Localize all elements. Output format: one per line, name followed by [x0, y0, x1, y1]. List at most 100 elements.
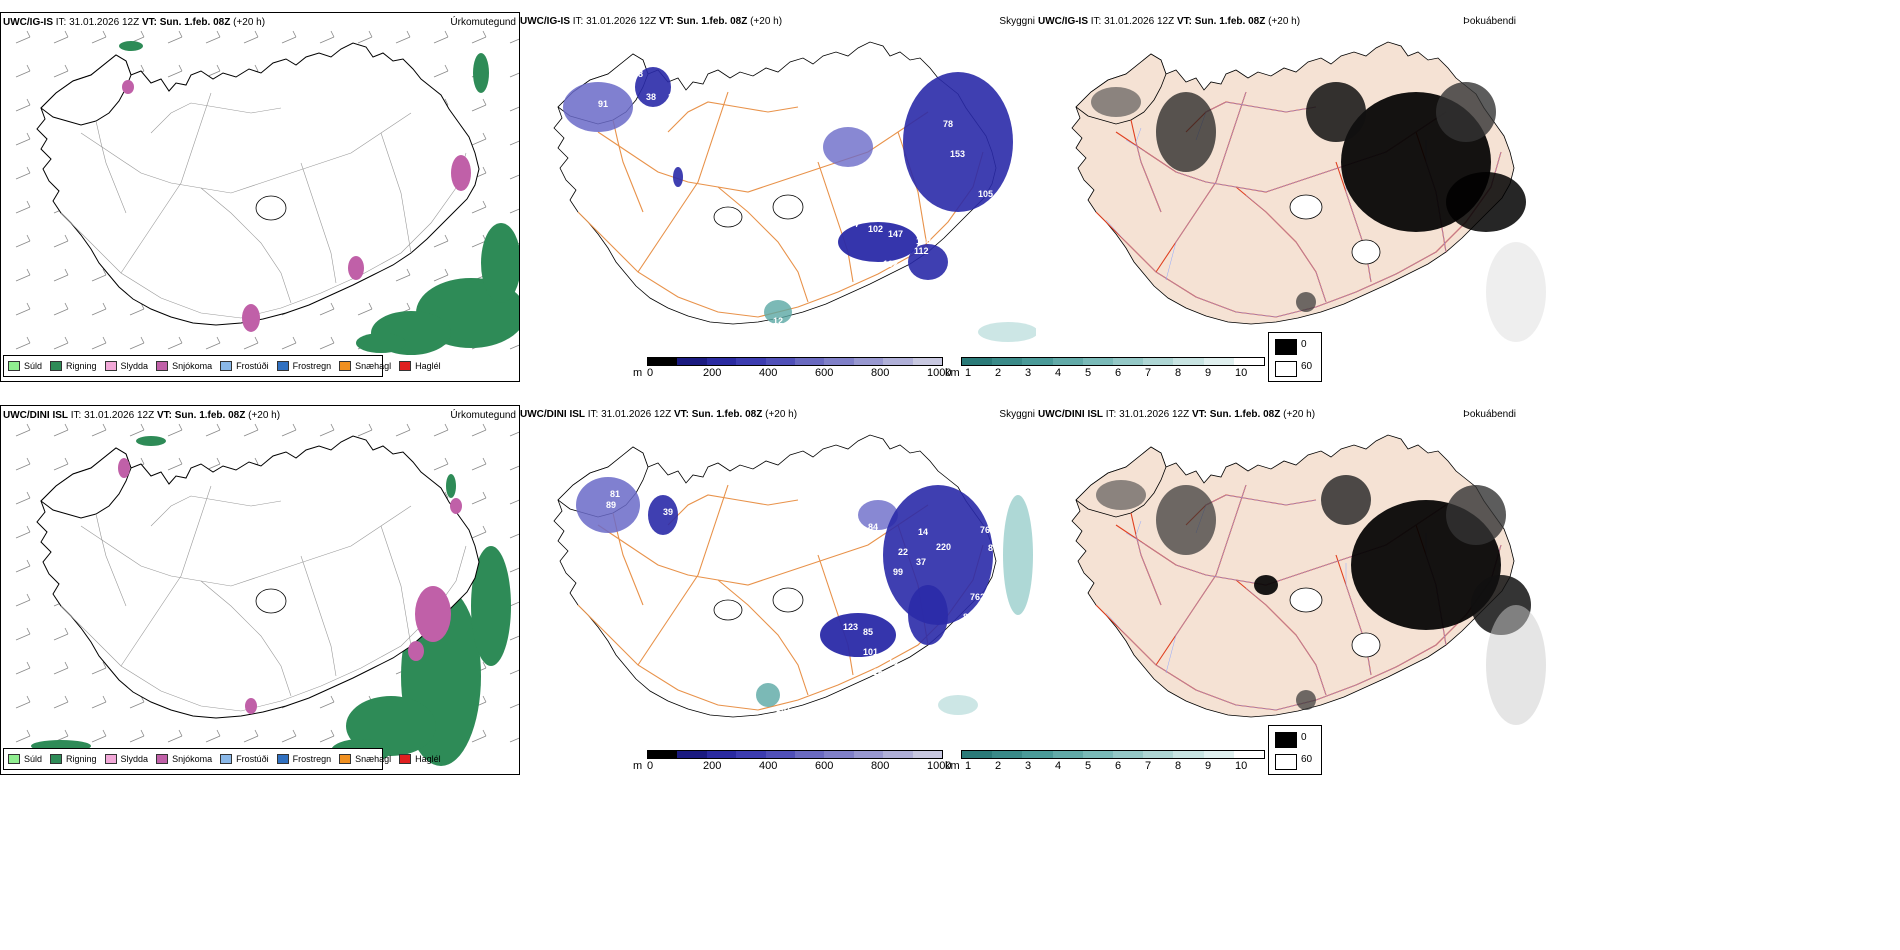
colorbar-tick: 800	[871, 760, 890, 772]
fog-legend-label: 0	[1301, 339, 1307, 350]
legend-swatch	[8, 754, 20, 764]
fog-swatch	[1275, 339, 1297, 355]
colorbar-tick: 4	[1055, 367, 1062, 379]
elevation-label: 101	[863, 647, 878, 657]
colorbar-tick: 10	[1235, 367, 1248, 379]
precip-map	[15, 423, 519, 766]
legend-item: Snjókoma	[156, 754, 212, 764]
legend-item: Frostregn	[276, 754, 332, 764]
fog-swatch	[1275, 361, 1297, 377]
elevation-label: 76	[843, 572, 853, 582]
elevation-label: 112	[914, 246, 929, 256]
elevation-label: 161	[776, 704, 791, 714]
colorbar-tick: 400	[759, 760, 778, 772]
colorbar-tick: 400	[759, 367, 778, 379]
colorbar-tick: 800	[871, 367, 890, 379]
legend-swatch	[156, 361, 169, 371]
visibility-colorbar: km 1 2 3 4 5 6 7 8 9 10	[945, 750, 1265, 780]
elevation-label: 762	[970, 592, 985, 602]
legend-label: Snjókoma	[172, 754, 213, 764]
legend-label: Rigning	[66, 754, 97, 764]
legend-swatch	[8, 361, 20, 371]
legend-swatch	[104, 754, 117, 764]
elevation-label: 99	[893, 567, 903, 577]
elevation-label: 10	[888, 657, 898, 667]
legend-swatch	[50, 361, 63, 371]
panel-header: UWC/IG-IS IT: 31.01.2026 12Z VT: Sun. 1.…	[1038, 16, 1301, 27]
fog-swatch	[1275, 732, 1297, 748]
legend-swatch	[399, 754, 412, 764]
legend-label: Frostúði	[236, 361, 269, 371]
colorbar-unit: km	[945, 760, 960, 772]
legend-label: Snæhagl	[355, 361, 392, 371]
fog-swatch	[1275, 754, 1297, 770]
fog-indicator-panel: UWC/DINI ISL IT: 31.01.2026 12Z VT: Sun.…	[1036, 405, 1556, 773]
legend-swatch	[156, 754, 169, 764]
panel-header: UWC/DINI ISL IT: 31.01.2026 12Z VT: Sun.…	[3, 410, 281, 421]
legend-item: Snæhagl	[339, 754, 391, 764]
elevation-label: 37	[916, 557, 926, 567]
elevation-label: 89	[988, 543, 998, 553]
fog-legend-label: 0	[1301, 732, 1307, 743]
colorbar-tick: 600	[815, 367, 834, 379]
panel-title: Skyggni	[999, 16, 1035, 27]
visibility-colorbar: km 1 2 3 4 5 6 7 8 9 10	[945, 357, 1265, 387]
legend-item: Slydda	[104, 361, 148, 371]
legend-label: Slydda	[120, 754, 149, 764]
legend-label: Frostregn	[292, 754, 332, 764]
colorbar-tick: 8	[1175, 367, 1182, 379]
panel-title: Skyggni	[999, 409, 1035, 420]
elevation-label: 102	[883, 259, 898, 269]
cloud-visibility-panel: 10 89 81 39 293 14 84 76 22 37 99 220 76 89 762 84 123 85…	[518, 405, 1036, 773]
elevation-label: 18	[853, 174, 863, 184]
elevation-label: 22	[898, 547, 908, 557]
colorbar-tick: 6	[1115, 367, 1122, 379]
panel-title: Úrkomutegund	[450, 17, 516, 28]
elevation-label: 38	[646, 92, 656, 102]
colorbar-tick: 3	[1025, 760, 1032, 772]
fog-legend-label: 60	[1301, 754, 1313, 765]
precip-legend: Súld Rigning Slydda Snjókoma Frostúði Frostre…	[3, 748, 441, 770]
colorbar-tick: 10	[1235, 760, 1248, 772]
legend-swatch	[50, 754, 63, 764]
legend-item: Haglél	[399, 361, 441, 371]
elevation-label: 14	[918, 527, 928, 537]
elevation-label: 123	[843, 622, 858, 632]
colorbar-tick: 6	[1115, 760, 1122, 772]
fog-map	[1071, 434, 1546, 725]
elevation-label: 12	[773, 316, 783, 326]
panel-header: UWC/DINI ISL IT: 31.01.2026 12Z VT: Sun.…	[1038, 409, 1316, 420]
colorbar-tick: 0	[647, 367, 654, 379]
legend-item: Haglél	[399, 754, 441, 764]
cloud-visibility-panel: 108 91 38 105 39 78 153 105 18 64 134 102 147 108 112 1…	[518, 12, 1036, 380]
elevation-label: 147	[888, 229, 903, 239]
legend-label: Frostregn	[292, 361, 332, 371]
panel-title: Þokuábendi	[1463, 16, 1516, 27]
colorbar-tick: 8	[1175, 760, 1182, 772]
legend-label: Snjókoma	[172, 361, 213, 371]
colorbar-unit: km	[945, 367, 960, 379]
model-row-1: UWC/IG-IS IT: 31.01.2026 12Z VT: Sun. 1.…	[0, 12, 1900, 382]
legend-label: Haglél	[415, 754, 441, 764]
legend-swatch	[339, 361, 352, 371]
elevation-label: 39	[663, 507, 673, 517]
colorbar-tick: 1000	[927, 760, 952, 772]
colorbar-tick: 5	[1085, 760, 1092, 772]
legend-item: Slydda	[104, 754, 149, 764]
legend-swatch	[339, 754, 352, 764]
legend-label: Snæhagl	[355, 754, 392, 764]
elevation-label: 89	[606, 500, 616, 510]
precip-map	[15, 30, 519, 355]
elevation-label: 220	[936, 542, 951, 552]
fog-legend: 0 60	[1268, 725, 1322, 775]
panel-header: UWC/IG-IS IT: 31.01.2026 12Z VT: Sun. 1.…	[520, 16, 783, 27]
elevation-label: 10	[618, 467, 628, 477]
legend-item: Frostúði	[220, 754, 269, 764]
precip-type-panel: UWC/DINI ISL IT: 31.01.2026 12Z VT: Sun.…	[0, 405, 520, 775]
elevation-colorbar: m 0 200 400 600 800 1000	[633, 750, 951, 780]
legend-item: Rigning	[50, 361, 97, 371]
legend-label: Frostúði	[236, 754, 269, 764]
legend-item: Súld	[8, 361, 42, 371]
